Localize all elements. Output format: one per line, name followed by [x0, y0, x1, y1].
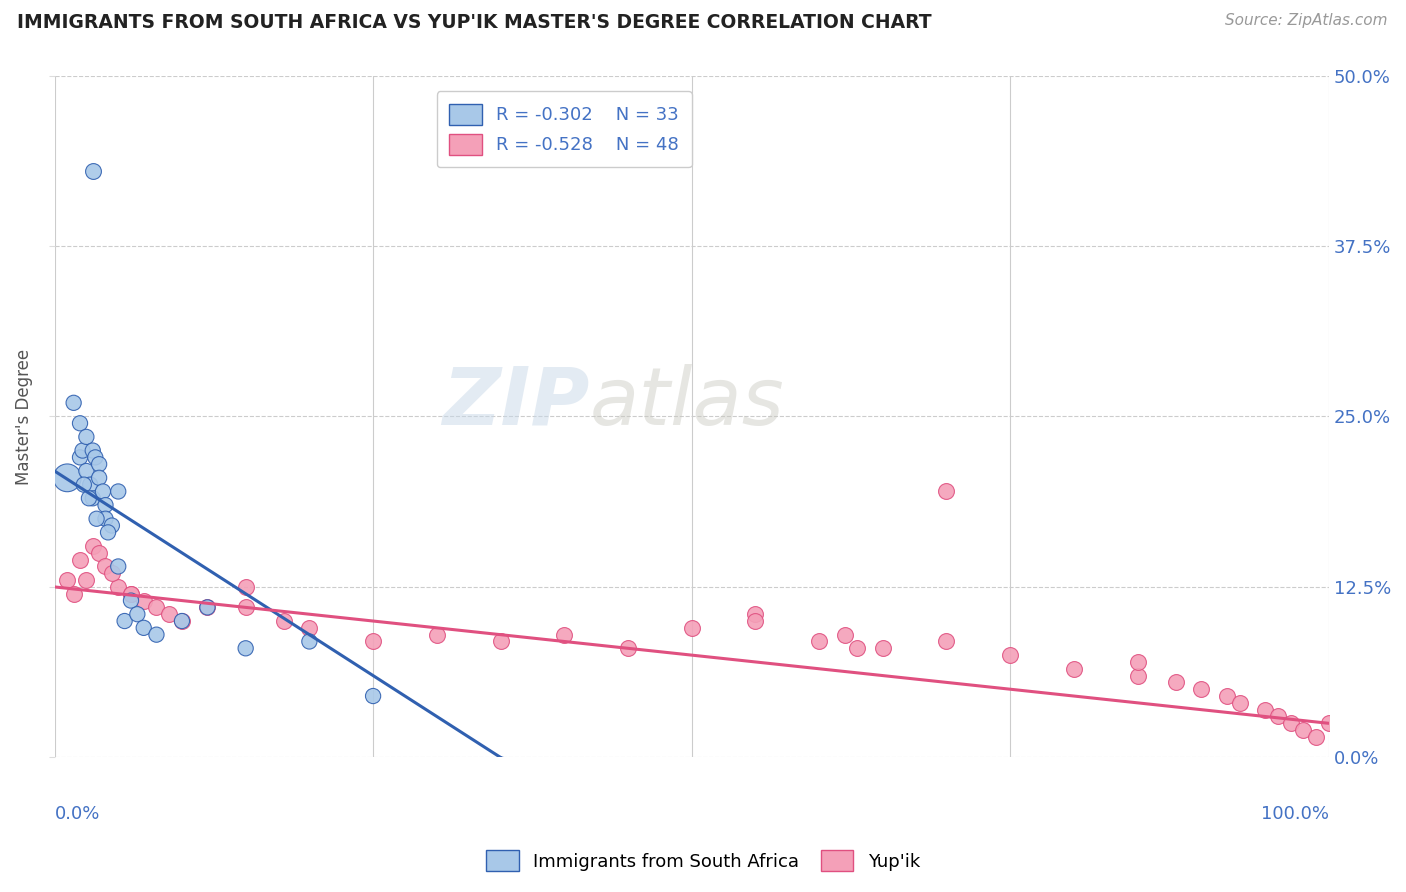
Point — [91, 484, 114, 499]
Point — [114, 614, 136, 628]
Point — [86, 512, 108, 526]
Point — [89, 546, 111, 560]
Point — [553, 628, 575, 642]
Point — [97, 525, 120, 540]
Point — [744, 614, 766, 628]
Text: 100.0%: 100.0% — [1261, 805, 1329, 823]
Legend: R = -0.302    N = 33, R = -0.528    N = 48: R = -0.302 N = 33, R = -0.528 N = 48 — [437, 91, 692, 168]
Point — [935, 634, 957, 648]
Text: atlas: atlas — [589, 364, 785, 442]
Point — [101, 518, 124, 533]
Point — [75, 430, 97, 444]
Point — [1305, 730, 1327, 744]
Point — [73, 477, 96, 491]
Legend: Immigrants from South Africa, Yup'ik: Immigrants from South Africa, Yup'ik — [479, 843, 927, 879]
Point — [94, 512, 117, 526]
Point — [1216, 689, 1239, 703]
Point — [69, 417, 91, 431]
Point — [170, 614, 193, 628]
Point — [127, 607, 149, 622]
Point — [56, 573, 79, 587]
Point — [94, 498, 117, 512]
Point — [107, 580, 129, 594]
Point — [998, 648, 1021, 662]
Point — [681, 621, 703, 635]
Text: ZIP: ZIP — [443, 364, 589, 442]
Point — [298, 634, 321, 648]
Point — [69, 552, 91, 566]
Point — [361, 634, 384, 648]
Point — [82, 491, 104, 506]
Point — [79, 477, 101, 491]
Point — [107, 559, 129, 574]
Point — [94, 559, 117, 574]
Point — [75, 464, 97, 478]
Point — [157, 607, 180, 622]
Point — [132, 593, 155, 607]
Point — [82, 164, 104, 178]
Point — [1126, 668, 1149, 682]
Point — [1267, 709, 1289, 723]
Point — [361, 689, 384, 703]
Point — [235, 580, 257, 594]
Point — [834, 628, 856, 642]
Point — [107, 484, 129, 499]
Point — [62, 396, 84, 410]
Point — [170, 614, 193, 628]
Point — [101, 566, 124, 581]
Point — [1164, 675, 1187, 690]
Point — [935, 484, 957, 499]
Point — [1189, 682, 1212, 697]
Y-axis label: Master's Degree: Master's Degree — [15, 349, 32, 484]
Point — [69, 450, 91, 465]
Point — [77, 491, 100, 506]
Point — [75, 573, 97, 587]
Point — [489, 634, 512, 648]
Point — [1279, 716, 1302, 731]
Point — [1063, 662, 1085, 676]
Point — [89, 457, 111, 471]
Point — [56, 471, 79, 485]
Point — [846, 641, 869, 656]
Point — [298, 621, 321, 635]
Point — [120, 587, 142, 601]
Point — [235, 641, 257, 656]
Point — [1254, 703, 1277, 717]
Point — [744, 607, 766, 622]
Point — [872, 641, 894, 656]
Point — [145, 600, 167, 615]
Point — [120, 587, 142, 601]
Point — [1126, 655, 1149, 669]
Point — [89, 471, 111, 485]
Point — [82, 539, 104, 553]
Point — [197, 600, 219, 615]
Point — [808, 634, 831, 648]
Point — [1292, 723, 1315, 738]
Text: Source: ZipAtlas.com: Source: ZipAtlas.com — [1225, 13, 1388, 29]
Point — [617, 641, 640, 656]
Point — [426, 628, 449, 642]
Point — [62, 587, 84, 601]
Text: 0.0%: 0.0% — [55, 805, 100, 823]
Point — [72, 443, 94, 458]
Point — [145, 628, 167, 642]
Text: IMMIGRANTS FROM SOUTH AFRICA VS YUP'IK MASTER'S DEGREE CORRELATION CHART: IMMIGRANTS FROM SOUTH AFRICA VS YUP'IK M… — [17, 13, 932, 32]
Point — [197, 600, 219, 615]
Point — [84, 450, 107, 465]
Point — [235, 600, 257, 615]
Point — [132, 621, 155, 635]
Point — [1229, 696, 1251, 710]
Point — [1317, 716, 1340, 731]
Point — [120, 593, 142, 607]
Point — [82, 443, 104, 458]
Point — [273, 614, 295, 628]
